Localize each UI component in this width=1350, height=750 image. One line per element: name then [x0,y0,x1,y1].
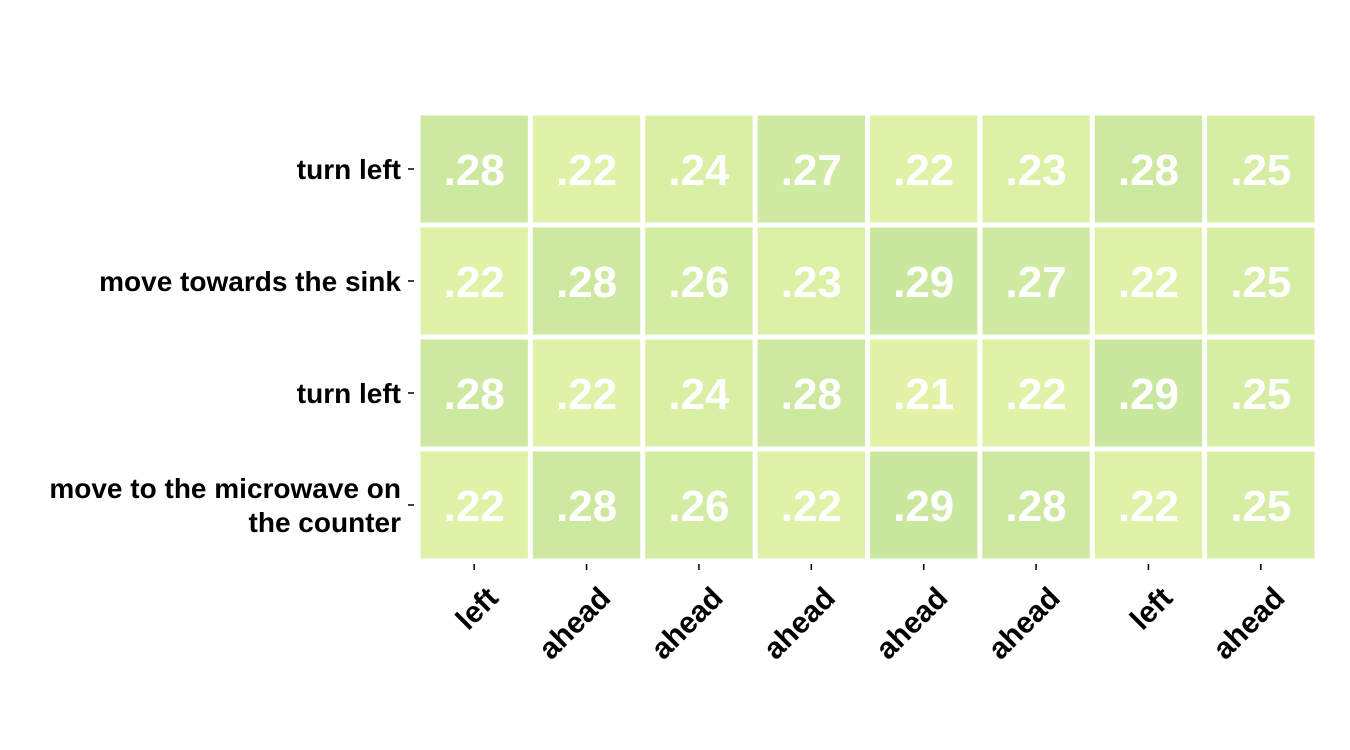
heatmap-cell-r3-c7 [1207,451,1315,559]
heatmap-cell-r2-c5 [982,339,1090,447]
heatmap-cell-r0-c1 [532,115,641,223]
cell-value-r1-c1: .28 [556,258,617,307]
heatmap-cell-r3-c1 [532,451,641,559]
heatmap-cell-r3-c6 [1094,451,1203,559]
cell-value-r0-c2: .24 [668,146,730,195]
row-label-3-line-1: the counter [249,507,402,538]
row-labels: turn left move towards the sink turn left m… [49,154,414,538]
cell-value-r1-c6: .22 [1118,258,1179,307]
cell-value-r2-c3: .28 [781,370,842,419]
heatmap-cell-r2-c3 [757,339,865,447]
heatmap-cell-r2-c6 [1094,339,1203,447]
cell-value-r0-c3: .27 [781,146,842,195]
cell-value-r1-c5: .27 [1005,258,1066,307]
column-label-4: ahead [870,581,955,666]
cell-value-r0-c6: .28 [1118,146,1179,195]
cell-value-r2-c2: .24 [668,370,730,419]
heatmap-cell-r3-c0 [420,451,528,559]
heatmap-cell-r1-c4 [870,227,978,335]
cell-value-r2-c4: .21 [893,370,954,419]
cell-value-r1-c0: .22 [444,258,505,307]
cell-value-r3-c4: .29 [893,482,954,531]
heatmap-cell-r3-c5 [982,451,1090,559]
cell-value-r2-c7: .25 [1230,370,1291,419]
row-label-2: turn left [297,378,401,409]
cell-value-r0-c4: .22 [893,146,954,195]
column-label-2: ahead [645,581,730,666]
heatmap-cell-r2-c0 [420,339,528,447]
cell-value-r2-c6: .29 [1118,370,1179,419]
cell-value-r3-c3: .22 [781,482,842,531]
cell-value-r3-c1: .28 [556,482,617,531]
heatmap-cell-r3-c2 [645,451,753,559]
heatmap-cell-r1-c5 [982,227,1090,335]
column-label-0: left [450,581,505,636]
column-label-3: ahead [757,581,842,666]
heatmap-cell-r1-c1 [532,227,641,335]
heatmap-cell-r0-c5 [982,115,1090,223]
column-labels: left ahead ahead ahead ahead ahead left ahead [450,564,1292,666]
heatmap-cell-r2-c7 [1207,339,1315,447]
cell-value-r2-c0: .28 [444,370,505,419]
cell-value-r0-c0: .28 [444,146,505,195]
cell-value-r1-c3: .23 [781,258,842,307]
heatmap-cell-r1-c3 [757,227,865,335]
heatmap-cell-r0-c6 [1094,115,1203,223]
heatmap-cells [420,115,1315,559]
heatmap-value-labels: .28 .22 .24 .27 .22 .23 .28 .25 .22 .28 .26 .23 .29.… [444,146,1292,531]
row-label-0: turn left [297,154,401,185]
heatmap-cell-r0-c7 [1207,115,1315,223]
column-label-7: ahead [1207,581,1292,666]
cell-value-r0-c1: .22 [556,146,617,195]
heatmap-cell-r2-c1 [532,339,641,447]
cell-value-r0-c7: .25 [1230,146,1291,195]
cell-value-r1-c2: .26 [668,258,729,307]
cell-value-r2-c5: .22 [1005,370,1066,419]
heatmap-cell-r2-c4 [870,339,978,447]
cell-value-r2-c1: .22 [556,370,617,419]
cell-value-r3-c0: .22 [444,482,505,531]
heatmap-cell-r1-c6 [1094,227,1203,335]
heatmap-cell-r1-c2 [645,227,753,335]
cell-value-r3-c2: .26 [668,482,729,531]
cell-value-r1-c4: .29 [893,258,954,307]
row-label-1: move towards the sink [99,266,401,297]
cell-value-r3-c5: .28 [1005,482,1066,531]
heatmap-cell-r0-c4 [870,115,978,223]
column-label-1: ahead [533,581,618,666]
heatmap-cell-r0-c0 [420,115,528,223]
heatmap-cell-r3-c3 [757,451,865,559]
heatmap-cell-r0-c3 [757,115,865,223]
heatmap-cell-r3-c4 [870,451,978,559]
cell-value-r0-c5: .23 [1005,146,1066,195]
column-label-6: left [1124,581,1179,636]
column-label-5: ahead [982,581,1067,666]
heatmap-cell-r1-c7 [1207,227,1315,335]
cell-value-r3-c7: .25 [1230,482,1291,531]
cell-value-r3-c6: .22 [1118,482,1179,531]
heatmap-cell-r1-c0 [420,227,528,335]
cell-value-r1-c7: .25 [1230,258,1291,307]
row-label-3-line-0: move to the microwave on [49,473,401,504]
heatmap-cell-r0-c2 [645,115,753,223]
heatmap-cell-r2-c2 [645,339,753,447]
